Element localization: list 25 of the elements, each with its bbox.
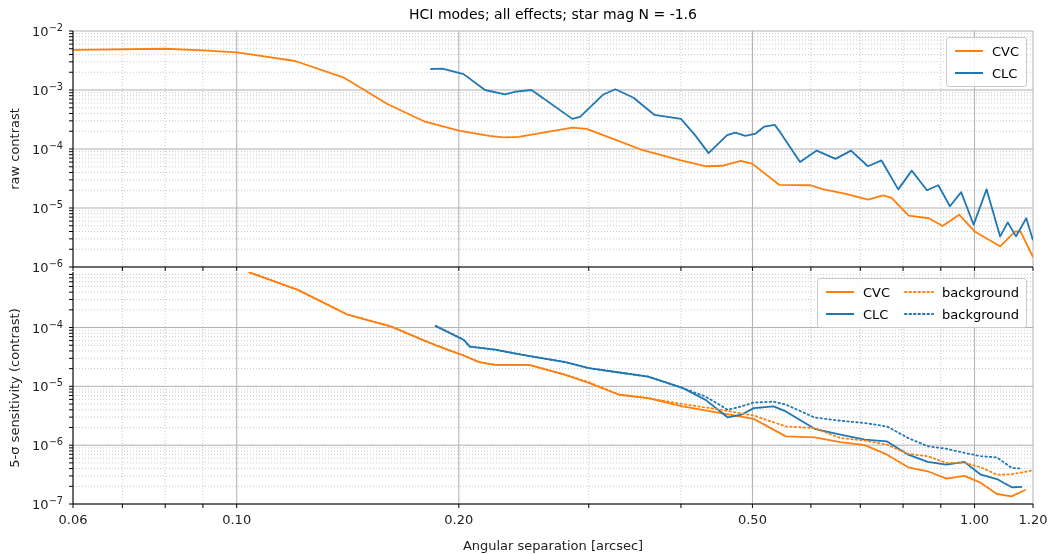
x-tick-label: 0.20 <box>444 512 474 527</box>
y-tick-label: 10$^{−6}$ <box>32 257 63 275</box>
y-axis-title: 5-σ sensitivity (contrast) <box>6 308 22 468</box>
y-tick-label: 10$^{−4}$ <box>32 318 63 336</box>
x-tick-label: 0.50 <box>737 512 767 527</box>
x-tick-label: 0.10 <box>222 512 252 527</box>
legend-label: background <box>942 284 1019 300</box>
legend-label: CVC <box>863 284 891 300</box>
y-tick-label: 10$^{−5}$ <box>32 198 63 216</box>
y-tick-label: 10$^{−3}$ <box>32 80 63 98</box>
y-tick-label: 10$^{−4}$ <box>32 139 63 157</box>
y-tick-label: 10$^{−7}$ <box>32 494 63 512</box>
legend-label: CLC <box>863 306 889 322</box>
y-tick-label: 10$^{−6}$ <box>32 435 63 454</box>
y-tick-label: 10$^{−5}$ <box>32 376 63 395</box>
legend-label: CVC <box>991 43 1019 59</box>
legend-label: background <box>942 306 1019 322</box>
chart-title: HCI modes; all effects; star mag N = -1.6 <box>408 6 698 22</box>
x-tick-label: 1.20 <box>1018 512 1048 527</box>
y-axis-title: raw contrast <box>6 108 22 190</box>
x-tick-label: 1.00 <box>960 512 990 527</box>
x-axis-title: Angular separation [arcsec] <box>462 538 644 553</box>
y-tick-label: 10$^{−2}$ <box>32 21 63 39</box>
legend-label: CLC <box>991 65 1018 81</box>
x-tick-label: 0.06 <box>58 512 88 527</box>
